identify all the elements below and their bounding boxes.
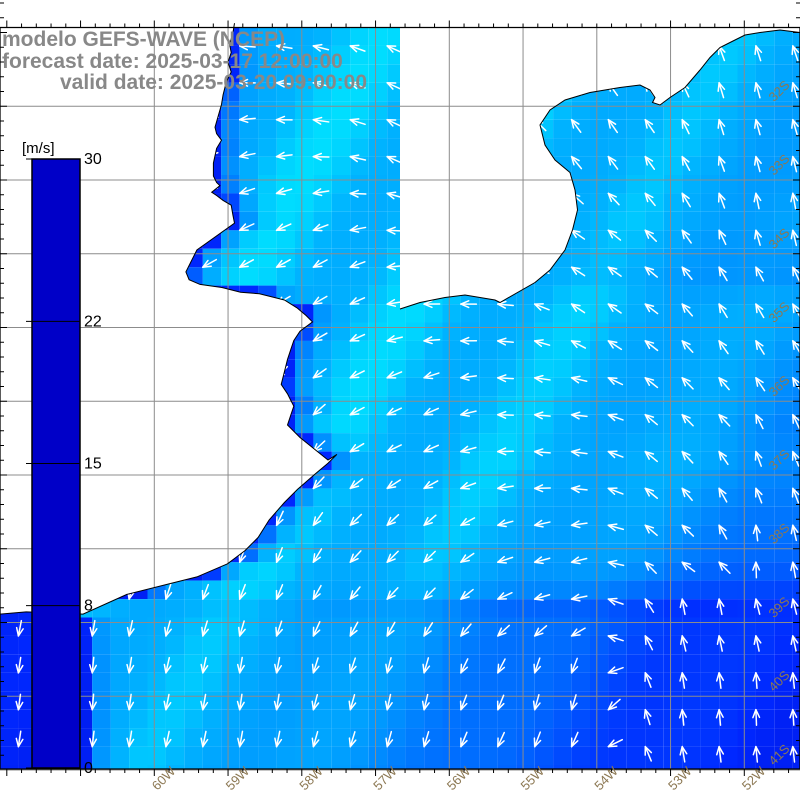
- svg-text:15: 15: [84, 456, 102, 473]
- svg-text:8: 8: [84, 598, 93, 615]
- svg-text:0: 0: [84, 760, 93, 777]
- svg-text:22: 22: [84, 313, 102, 330]
- svg-text:[m/s]: [m/s]: [22, 140, 55, 157]
- svg-text:30: 30: [84, 151, 102, 168]
